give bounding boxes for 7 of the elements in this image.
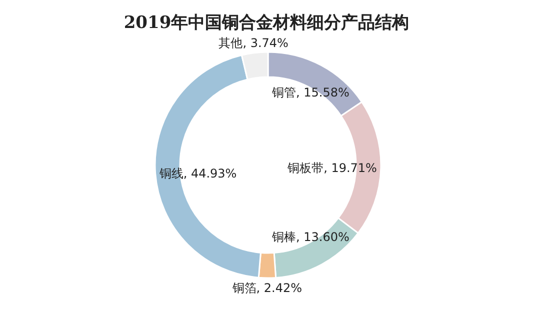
slice-label: 铜线, 44.93% — [158, 166, 237, 180]
slice-label: 铜棒, 13.60% — [271, 230, 350, 244]
slice-label: 铜管, 15.58% — [271, 86, 350, 100]
slice-label: 铜箔, 2.42% — [231, 280, 302, 295]
chart-title: 2019年中国铜合金材料细分产品结构 — [124, 13, 410, 33]
slice-label: 铜板带, 19.71% — [286, 161, 377, 176]
slice-label: 其他, 3.74% — [218, 36, 288, 50]
